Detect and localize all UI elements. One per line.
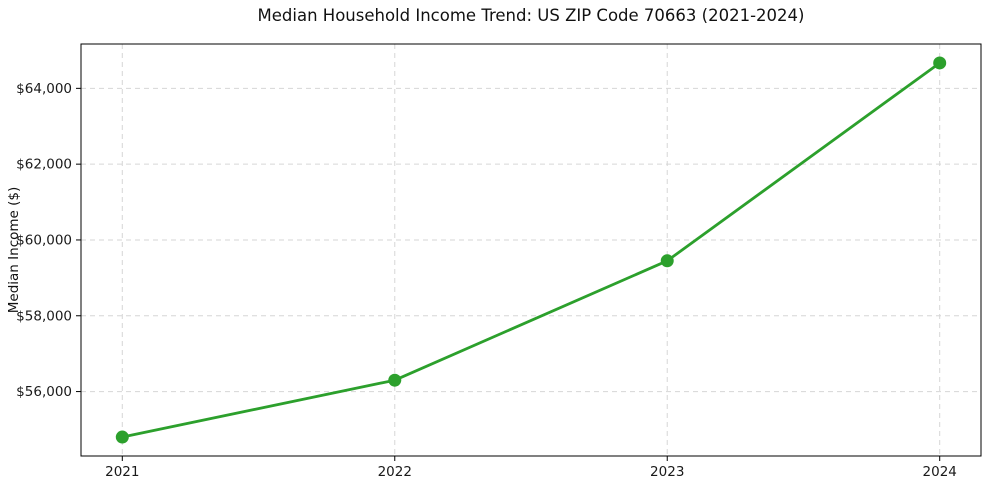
x-tick-label: 2021 (105, 464, 139, 480)
x-tick-label: 2024 (923, 464, 957, 480)
chart-title: Median Household Income Trend: US ZIP Co… (258, 6, 805, 25)
x-tick-label: 2022 (378, 464, 412, 480)
trend-line (120, 61, 942, 439)
y-tick-label: $58,000 (16, 308, 72, 324)
y-tick-label: $56,000 (16, 384, 72, 400)
data-point (660, 254, 674, 268)
y-tick-label: $64,000 (16, 81, 72, 97)
y-axis-label: Median Income ($) (6, 187, 22, 313)
x-tick-label: 2023 (650, 464, 684, 480)
gridlines (81, 44, 981, 456)
plot-border (80, 43, 982, 457)
data-series (115, 56, 947, 444)
data-point (115, 430, 129, 444)
y-tick-label: $60,000 (16, 232, 72, 248)
y-tick-label: $62,000 (16, 157, 72, 173)
data-point (933, 56, 947, 70)
data-point (388, 373, 402, 387)
axes: $56,000 $58,000 $60,000 $62,000 $64,000 2021 2… (16, 43, 982, 480)
